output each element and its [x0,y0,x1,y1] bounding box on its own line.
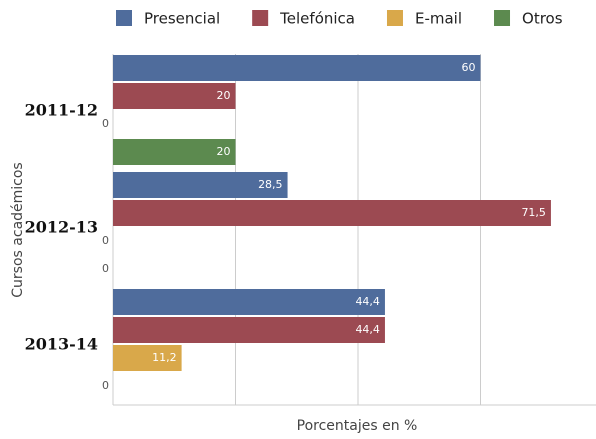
legend-swatch [252,10,269,26]
bar [113,55,481,81]
value-label: 71,5 [521,206,546,219]
value-label: 0 [102,262,109,275]
value-label: 44,4 [355,295,380,308]
value-label: 20 [217,89,231,102]
bar [113,83,236,109]
bar [113,289,385,315]
y-tick-label: 2013-14 [25,335,98,354]
bar [113,345,182,371]
legend-label: Presencial [144,10,220,28]
legend-swatch [386,10,403,26]
legend-label: Telefónica [279,10,355,28]
value-label: 28,5 [258,178,283,191]
x-axis-label: Porcentajes en % [297,418,418,434]
legend-label: E-mail [415,10,462,28]
value-label: 60 [462,61,476,74]
bar [113,317,385,343]
value-label: 0 [102,234,109,247]
y-tick-label: 2012-13 [25,218,98,237]
bar [113,172,288,198]
legend-swatch [494,10,511,26]
value-label: 0 [102,117,109,130]
value-label: 44,4 [355,323,380,336]
value-label: 11,2 [152,351,177,364]
value-label: 0 [102,379,109,392]
y-axis-label: Cursos académicos [10,162,26,297]
legend-label: Otros [522,10,563,28]
legend-swatch [116,10,132,26]
value-label: 20 [217,145,231,158]
bar [113,200,551,226]
bar [113,139,236,165]
y-tick-label: 2011-12 [25,101,98,120]
